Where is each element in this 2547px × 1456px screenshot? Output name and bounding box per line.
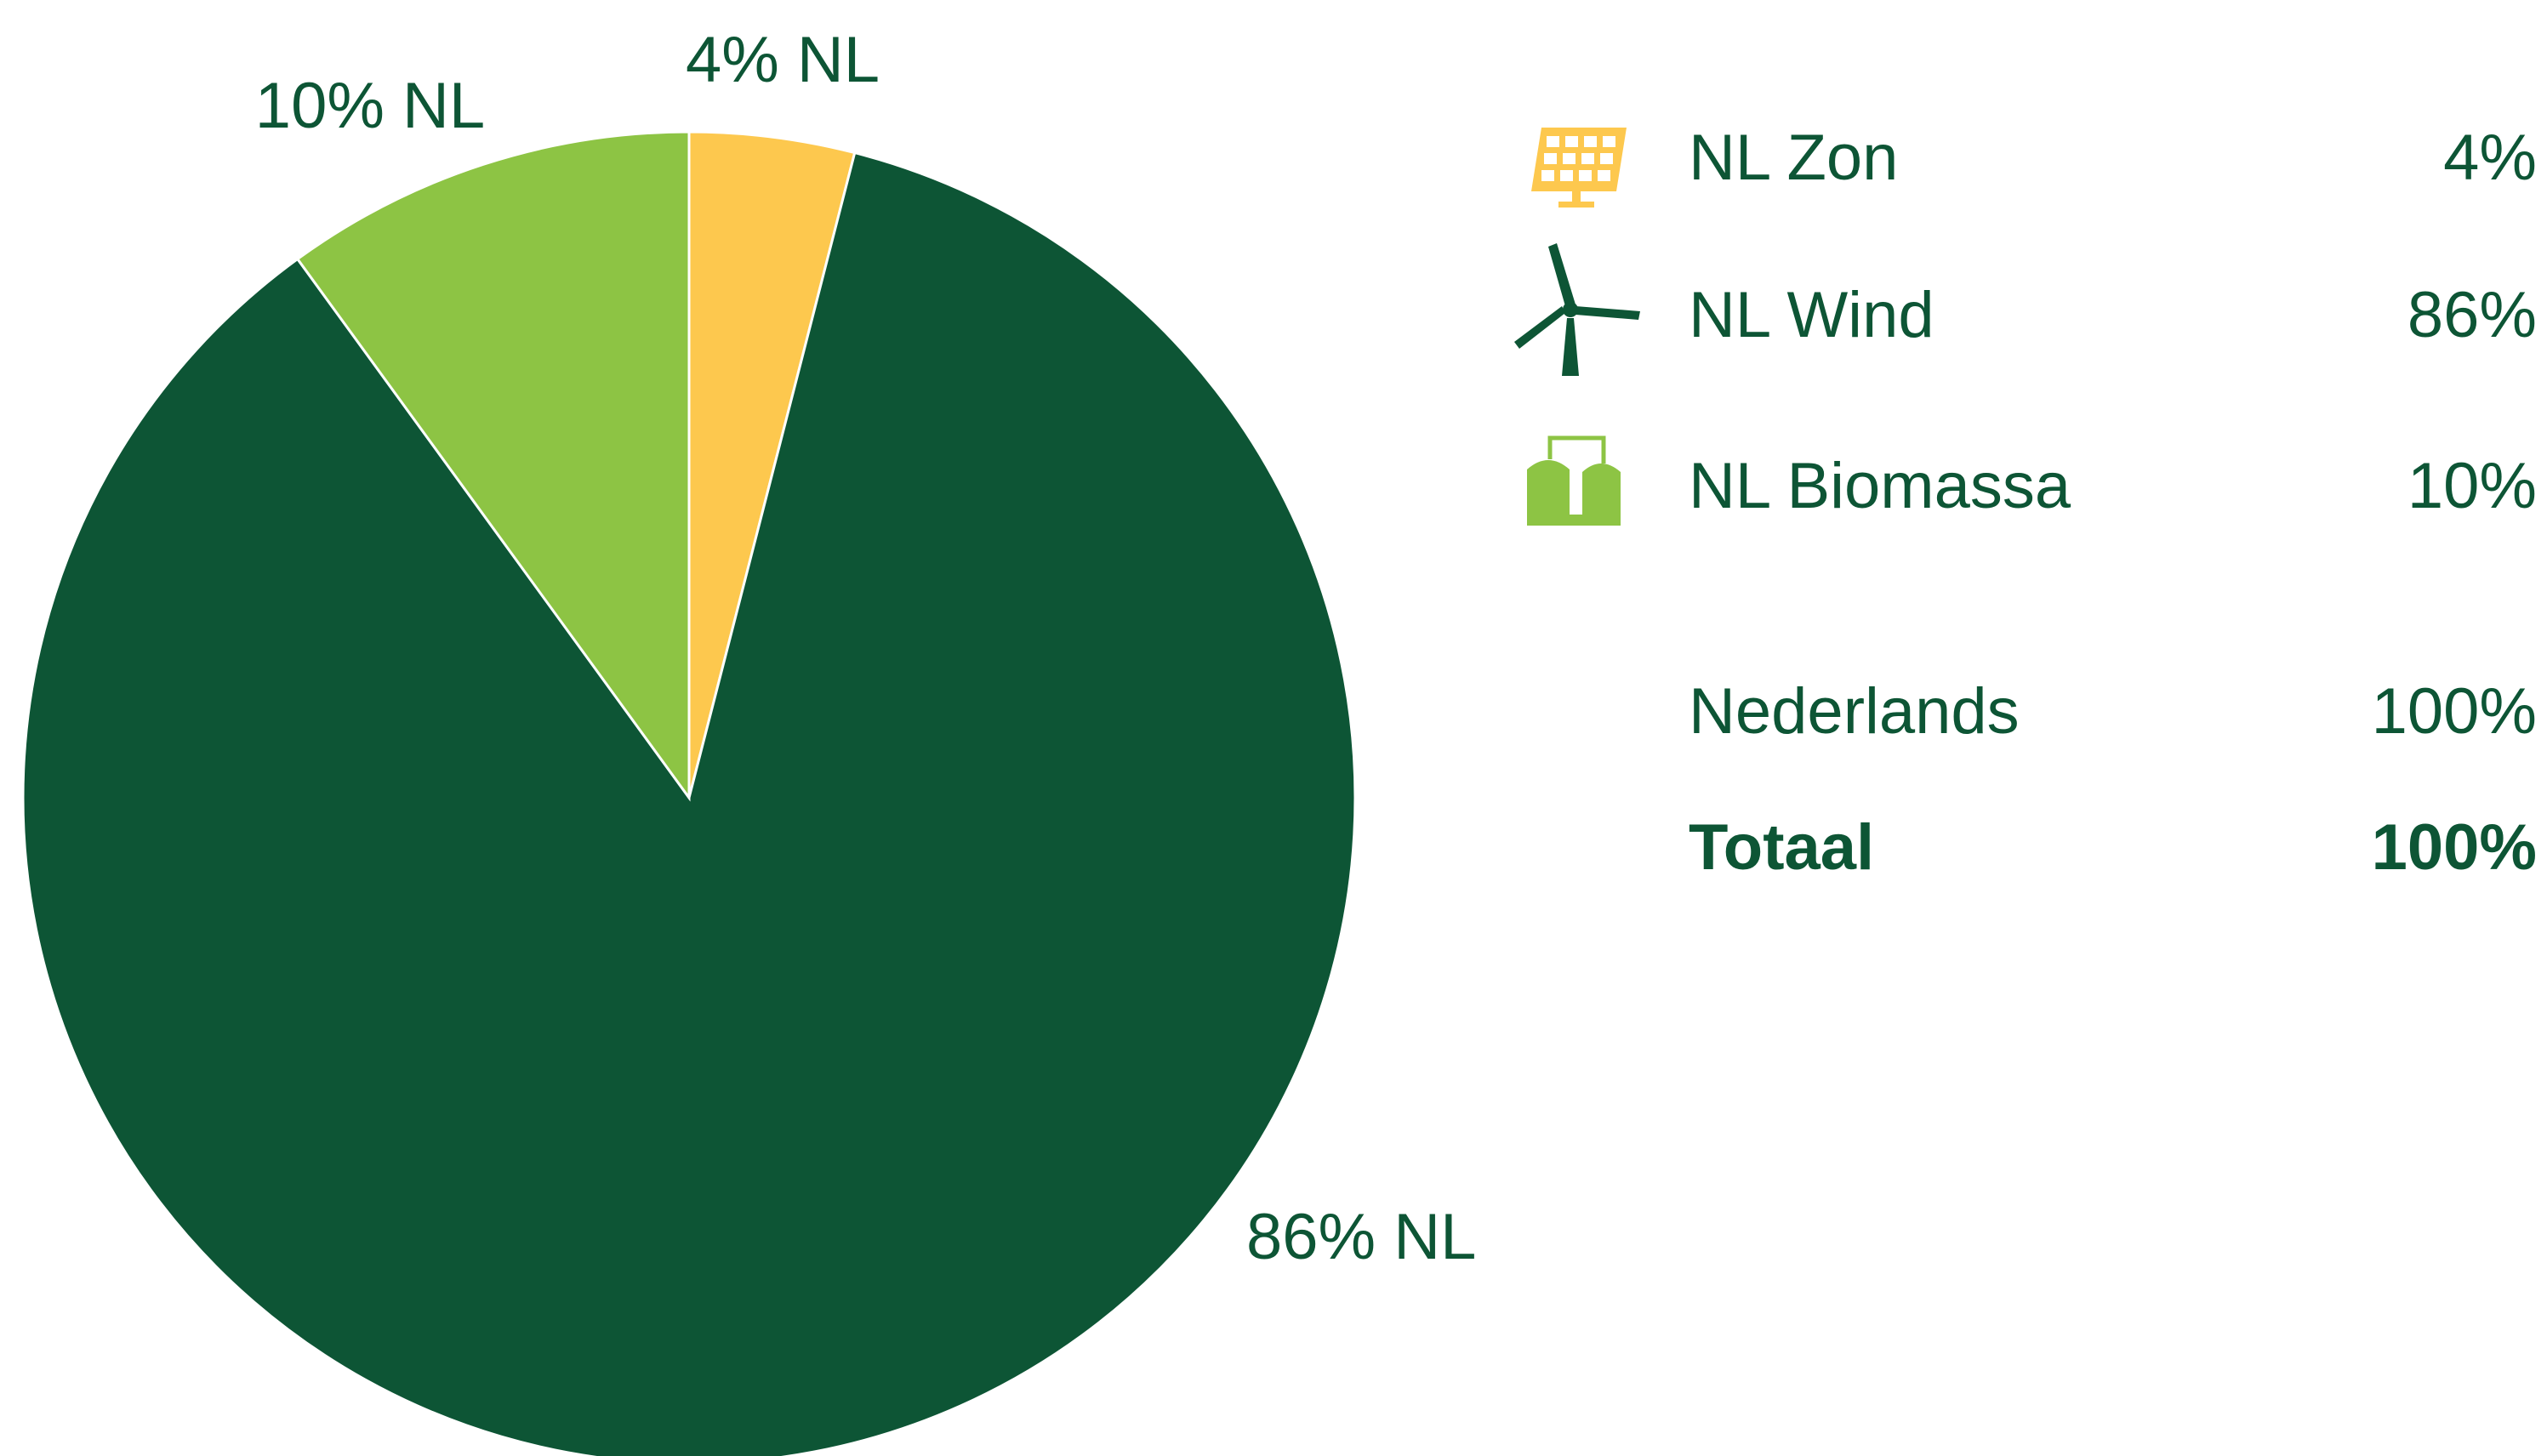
turbine-blade bbox=[1575, 306, 1640, 320]
tank-base bbox=[1527, 515, 1621, 526]
summary-value: 100% bbox=[2372, 811, 2537, 884]
solar-cell bbox=[1603, 136, 1615, 147]
solar-cell bbox=[1584, 136, 1597, 147]
turbine-tower bbox=[1562, 318, 1579, 376]
solar-stand bbox=[1572, 191, 1581, 202]
solar-cell bbox=[1579, 170, 1592, 181]
pipe bbox=[1547, 435, 1606, 464]
legend-label: NL Wind bbox=[1689, 279, 1934, 351]
solar-cell bbox=[1560, 170, 1573, 181]
legend-label: NL Biomassa bbox=[1689, 450, 2071, 522]
solar-base bbox=[1558, 202, 1594, 208]
tank bbox=[1527, 460, 1570, 526]
tank bbox=[1582, 464, 1621, 526]
legend-icon bbox=[1531, 128, 1627, 208]
pie-slice bbox=[295, 130, 691, 802]
solar-cell bbox=[1544, 153, 1557, 164]
solar-cell bbox=[1600, 153, 1613, 164]
legend-value: 10% bbox=[2407, 450, 2537, 522]
solar-cell bbox=[1563, 153, 1575, 164]
legend-icon bbox=[1514, 243, 1640, 376]
solar-cell bbox=[1598, 170, 1610, 181]
slice-label: 4% NL bbox=[686, 24, 880, 96]
turbine-blade bbox=[1514, 306, 1565, 349]
pie-slice bbox=[687, 130, 857, 799]
legend-label: NL Zon bbox=[1689, 122, 1898, 194]
solar-cell bbox=[1565, 136, 1578, 147]
turbine-blade bbox=[1548, 243, 1575, 306]
legend-value: 86% bbox=[2407, 279, 2537, 351]
summary-label: Totaal bbox=[1689, 811, 1874, 884]
slice-label: 10% NL bbox=[255, 70, 485, 142]
slice-label: 86% NL bbox=[1246, 1201, 1476, 1273]
summary-label: Nederlands bbox=[1689, 675, 2020, 748]
summary-value: 100% bbox=[2372, 675, 2537, 748]
legend-icon bbox=[1527, 435, 1621, 526]
solar-cell bbox=[1547, 136, 1559, 147]
legend-value: 4% bbox=[2443, 122, 2537, 194]
solar-cell bbox=[1581, 153, 1594, 164]
pie-slice bbox=[21, 151, 1357, 1456]
solar-cell bbox=[1541, 170, 1554, 181]
